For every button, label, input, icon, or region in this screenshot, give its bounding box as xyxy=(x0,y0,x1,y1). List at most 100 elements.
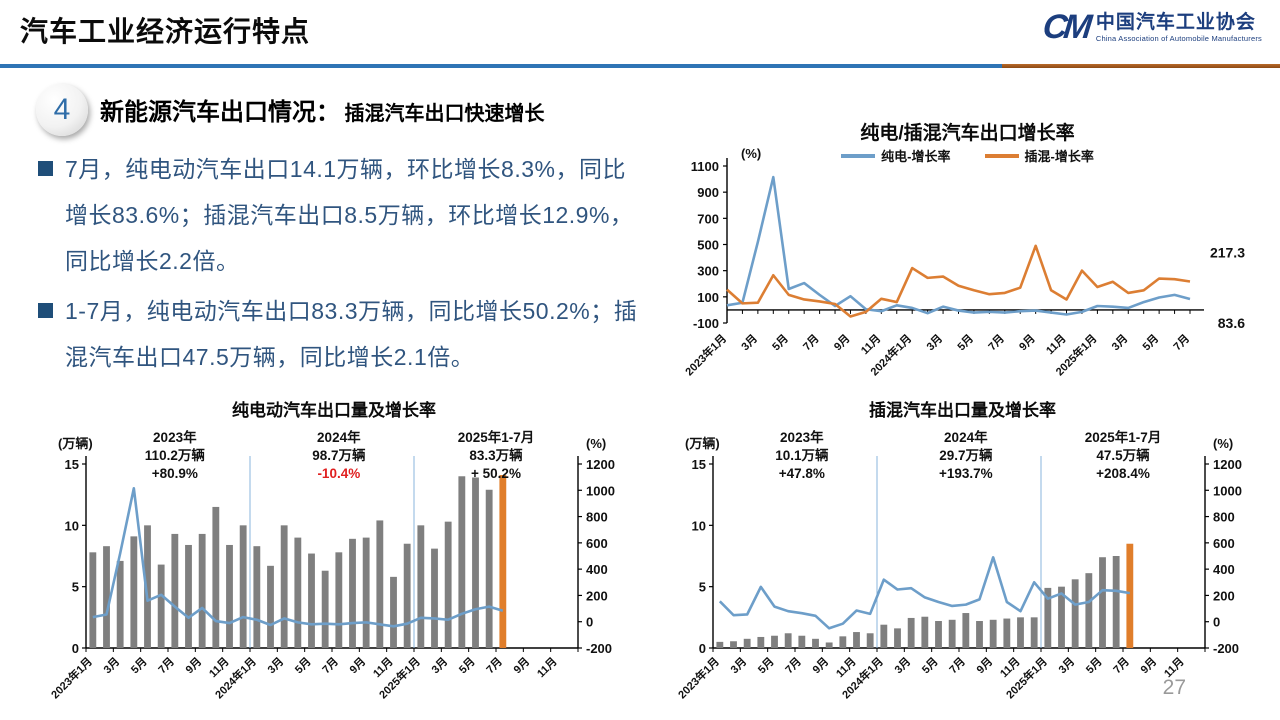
chart-title: 纯电动汽车出口量及增长率 xyxy=(232,401,436,420)
svg-text:7月: 7月 xyxy=(156,655,177,676)
svg-text:7月: 7月 xyxy=(484,655,505,676)
header-divider-brown xyxy=(1002,64,1280,68)
chart-legend: 纯电-增长率 插混-增长率 xyxy=(655,146,1280,165)
svg-text:47.5万辆: 47.5万辆 xyxy=(1096,447,1150,463)
svg-text:5月: 5月 xyxy=(955,332,976,353)
svg-text:5月: 5月 xyxy=(1083,655,1104,676)
svg-text:9月: 9月 xyxy=(511,655,532,676)
cama-logo-icon: CM xyxy=(1040,8,1090,46)
svg-text:-200: -200 xyxy=(1213,641,1239,656)
svg-text:83.3万辆: 83.3万辆 xyxy=(469,447,523,463)
svg-text:3月: 3月 xyxy=(265,655,286,676)
svg-text:200: 200 xyxy=(1213,588,1235,603)
svg-text:11月: 11月 xyxy=(833,655,858,680)
svg-text:10.1万辆: 10.1万辆 xyxy=(775,447,829,463)
svg-text:800: 800 xyxy=(1213,510,1235,525)
svg-text:9月: 9月 xyxy=(810,655,831,676)
svg-text:300: 300 xyxy=(697,264,719,279)
svg-text:10: 10 xyxy=(692,518,706,533)
svg-text:7月: 7月 xyxy=(1171,332,1192,353)
svg-text:11月: 11月 xyxy=(1043,332,1068,357)
header-divider-blue xyxy=(0,64,1002,68)
svg-text:5月: 5月 xyxy=(292,655,313,676)
svg-text:9月: 9月 xyxy=(1138,655,1159,676)
svg-text:7月: 7月 xyxy=(986,332,1007,353)
svg-text:-200: -200 xyxy=(586,641,612,656)
svg-text:5月: 5月 xyxy=(456,655,477,676)
chart-title: 纯电/插混汽车出口增长率 xyxy=(860,123,1075,144)
svg-text:9月: 9月 xyxy=(183,655,204,676)
svg-text:7月: 7月 xyxy=(320,655,341,676)
svg-text:2023年1月: 2023年1月 xyxy=(682,331,729,378)
svg-text:217.3: 217.3 xyxy=(1210,244,1245,260)
svg-text:3月: 3月 xyxy=(739,332,760,353)
svg-text:0: 0 xyxy=(586,615,593,630)
svg-text:600: 600 xyxy=(1213,536,1235,551)
svg-text:(%): (%) xyxy=(1213,436,1233,451)
svg-text:2023年1月: 2023年1月 xyxy=(675,654,722,701)
logo-name-cn: 中国汽车工业协会 xyxy=(1095,12,1256,33)
section-heading: 新能源汽车出口情况： 插混汽车出口快速增长 xyxy=(100,92,544,127)
svg-text:3月: 3月 xyxy=(1109,332,1130,353)
bullet-text: 1-7月，纯电动汽车出口83.3万辆，同比增长50.2%；插混汽车出口47.5万… xyxy=(65,298,638,370)
svg-text:600: 600 xyxy=(586,536,608,551)
svg-text:7月: 7月 xyxy=(947,655,968,676)
bullet-square-icon xyxy=(38,303,53,318)
svg-text:+80.9%: +80.9% xyxy=(152,466,198,481)
svg-text:1000: 1000 xyxy=(586,483,615,498)
svg-text:3月: 3月 xyxy=(1056,655,1077,676)
growth-rate-plot: -100 100 300 500 700 900 1100 (%) 2023年1月 3月 5月 7月 9… xyxy=(682,148,1245,378)
svg-text:5: 5 xyxy=(72,580,79,595)
svg-text:11月: 11月 xyxy=(997,655,1022,680)
svg-text:5月: 5月 xyxy=(1140,332,1161,353)
svg-text:1000: 1000 xyxy=(1213,483,1242,498)
page-title: 汽车工业经济运行特点 xyxy=(20,16,311,47)
svg-text:5月: 5月 xyxy=(919,655,940,676)
svg-text:0: 0 xyxy=(699,641,706,656)
svg-text:5月: 5月 xyxy=(770,332,791,353)
svg-text:+ 50.2%: + 50.2% xyxy=(471,466,521,481)
svg-text:7月: 7月 xyxy=(783,655,804,676)
section-subtitle: 插混汽车出口快速增长 xyxy=(344,103,545,125)
page-number: 27 xyxy=(1162,676,1186,699)
chart-ev-export-volume: 纯电动汽车出口量及增长率 0 5 10 15 -200 0 200 400 600 800 1000… xyxy=(28,398,640,718)
svg-text:(万辆): (万辆) xyxy=(685,436,720,451)
svg-text:(%): (%) xyxy=(586,436,606,451)
svg-text:3月: 3月 xyxy=(728,655,749,676)
svg-text:900: 900 xyxy=(697,185,719,200)
svg-text:0: 0 xyxy=(1213,615,1220,630)
svg-text:1100: 1100 xyxy=(691,159,719,174)
svg-text:+193.7%: +193.7% xyxy=(939,466,993,481)
header-divider xyxy=(0,64,1280,68)
svg-text:83.6: 83.6 xyxy=(1218,315,1245,331)
cama-logo: CM 中国汽车工业协会 China Association of Automob… xyxy=(1040,8,1262,47)
svg-text:2025年1-7月: 2025年1-7月 xyxy=(1085,429,1162,445)
legend-item-phev: 插混-增长率 xyxy=(984,146,1094,165)
svg-text:+208.4%: +208.4% xyxy=(1096,466,1150,481)
ev-volume-plot: 0 5 10 15 -200 0 200 400 600 800 1000 1200 (万辆) (%) 20… xyxy=(48,429,615,701)
svg-text:10: 10 xyxy=(65,518,79,533)
svg-text:11月: 11月 xyxy=(534,655,559,680)
svg-text:3月: 3月 xyxy=(924,332,945,353)
summary-bullet-list: 7月，纯电动汽车出口14.1万辆，环比增长8.3%，同比增长83.6%；插混汽车… xyxy=(38,146,644,384)
svg-text:700: 700 xyxy=(697,211,719,226)
svg-text:5: 5 xyxy=(699,580,706,595)
svg-text:1200: 1200 xyxy=(1213,457,1242,472)
bullet-item: 7月，纯电动汽车出口14.1万辆，环比增长8.3%，同比增长83.6%；插混汽车… xyxy=(38,146,644,284)
phev-volume-plot: 0 5 10 15 -200 0 200 400 600 800 1000 1200 (万辆) (%) 20… xyxy=(675,429,1242,701)
svg-text:(%): (%) xyxy=(741,148,761,161)
svg-text:1200: 1200 xyxy=(586,457,615,472)
svg-text:200: 200 xyxy=(586,588,608,603)
svg-text:3月: 3月 xyxy=(892,655,913,676)
svg-text:2023年: 2023年 xyxy=(780,429,824,445)
svg-text:(万辆): (万辆) xyxy=(58,436,93,451)
svg-text:9月: 9月 xyxy=(347,655,368,676)
svg-text:+47.8%: +47.8% xyxy=(779,466,825,481)
svg-text:800: 800 xyxy=(586,510,608,525)
svg-text:400: 400 xyxy=(586,562,608,577)
svg-text:11月: 11月 xyxy=(858,332,883,357)
chart-phev-export-volume: 插混汽车出口量及增长率 0 5 10 15 -200 0 200 400 600 800 1000 1… xyxy=(655,398,1270,718)
svg-text:500: 500 xyxy=(697,238,719,253)
svg-text:2025年1-7月: 2025年1-7月 xyxy=(458,429,535,445)
section-title: 新能源汽车出口情况： xyxy=(100,99,340,126)
